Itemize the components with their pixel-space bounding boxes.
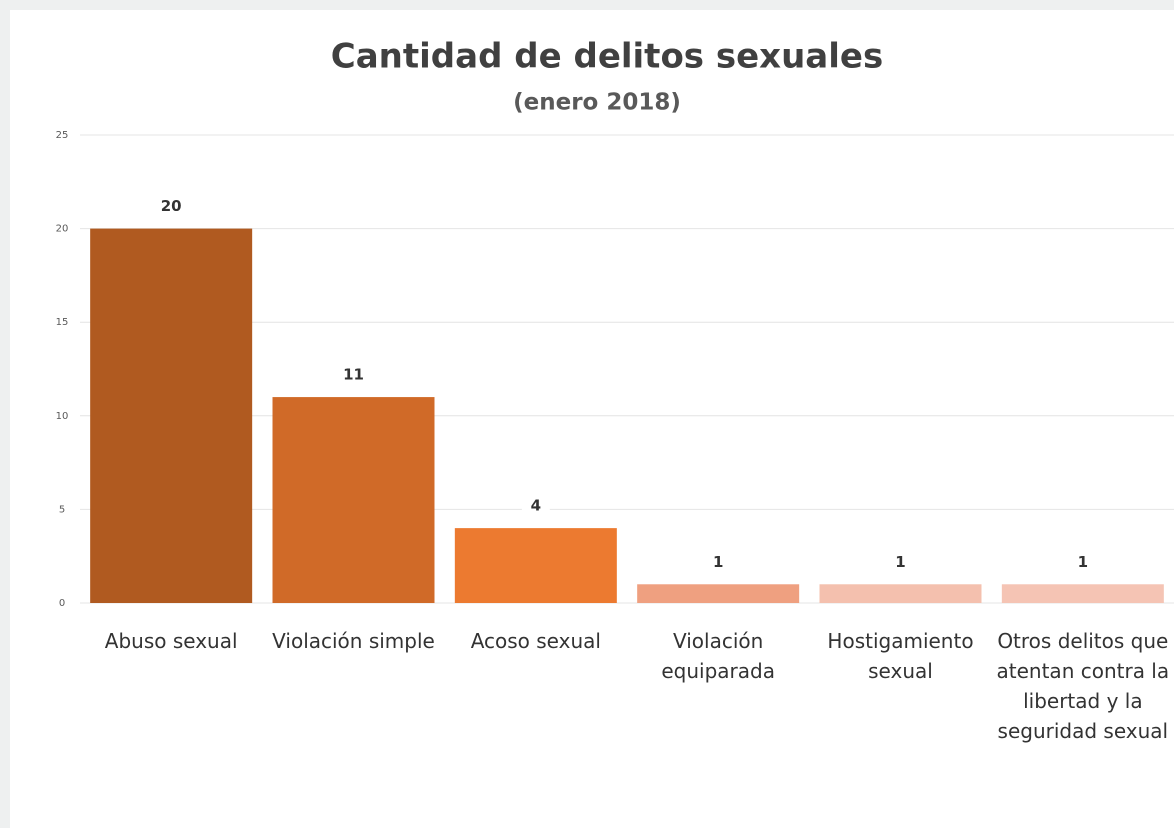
bar — [819, 584, 982, 603]
x-tick-label: Acoso sexual — [470, 629, 601, 653]
y-tick-label: 10 — [56, 411, 69, 422]
y-tick-label: 20 — [56, 224, 69, 235]
chart-subtitle: (enero 2018) — [513, 90, 681, 116]
value-label: 4 — [531, 497, 541, 515]
value-label-box — [521, 494, 550, 517]
x-tick-label: Violación simple — [272, 629, 435, 653]
x-tick-label: Hostigamiento sexual — [827, 629, 974, 683]
value-label-box — [1068, 550, 1097, 573]
value-label: 1 — [895, 553, 905, 571]
bar — [1001, 584, 1164, 603]
y-tick-label: 15 — [56, 317, 69, 328]
x-tick-label: Violación equiparada — [661, 629, 775, 683]
value-label-box — [339, 363, 368, 386]
bar — [272, 397, 435, 603]
y-tick-label: 25 — [56, 130, 69, 141]
value-label: 1 — [713, 553, 723, 571]
x-tick-label: Abuso sexual — [104, 629, 238, 653]
bar — [90, 228, 253, 603]
y-tick-label: 5 — [59, 504, 65, 515]
x-tick-label: Otros delitos que atentan contra la libe… — [996, 629, 1170, 743]
value-label-box — [704, 550, 733, 573]
value-label: 11 — [343, 366, 364, 384]
value-label-box — [157, 194, 186, 217]
y-tick-label: 0 — [59, 598, 65, 609]
value-label: 1 — [1078, 553, 1088, 571]
chart-title: Cantidad de delitos sexuales — [331, 37, 883, 77]
bar — [454, 528, 617, 603]
value-label-box — [886, 550, 915, 573]
bar — [637, 584, 800, 603]
value-label: 20 — [161, 197, 182, 215]
